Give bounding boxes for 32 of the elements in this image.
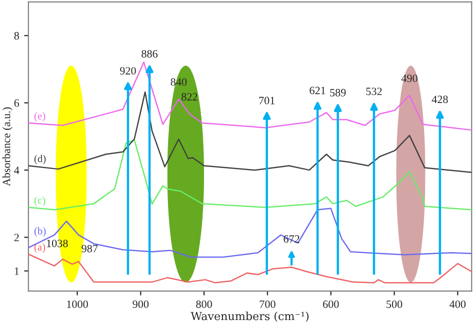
ref-line-label: 920 xyxy=(120,67,136,75)
x-tick-label: 800 xyxy=(196,300,212,308)
ref-line-label: 886 xyxy=(142,50,158,58)
annotation: 822 xyxy=(182,93,198,101)
annotation: 490 xyxy=(401,74,418,82)
series-label: (a) xyxy=(34,243,46,253)
x-axis-title: Wavenumbers (cm⁻¹) xyxy=(190,312,309,322)
y-axis-title: Absorbance (a.u.) xyxy=(2,107,12,186)
x-tick-label: 900 xyxy=(132,300,149,308)
y-tick-label: 6 xyxy=(14,99,20,107)
x-tick-label: 400 xyxy=(450,300,466,308)
line-series xyxy=(28,139,472,210)
ref-line-label: 532 xyxy=(366,88,382,96)
ref-line-label: 428 xyxy=(432,96,448,104)
ref-line-label: 589 xyxy=(330,88,346,96)
ref-line-label: 621 xyxy=(310,86,326,94)
x-tick-label: 700 xyxy=(260,300,276,308)
x-tick-label: 600 xyxy=(323,300,339,308)
x-tick-label: 500 xyxy=(386,300,402,308)
y-tick-label: 2 xyxy=(14,234,19,242)
series-label: (d) xyxy=(34,154,46,164)
series-label: (b) xyxy=(34,227,46,237)
line-series xyxy=(28,208,472,258)
y-tick-label: 1 xyxy=(14,267,19,275)
line-series xyxy=(28,254,472,284)
y-tick-label: 8 xyxy=(14,32,19,40)
series-label: (c) xyxy=(34,196,46,206)
x-tick-label: 1000 xyxy=(67,300,88,308)
series-label: (e) xyxy=(34,112,46,122)
y-tick-label: 4 xyxy=(14,166,20,174)
line-series xyxy=(28,62,472,131)
ref-line-label: 701 xyxy=(259,96,275,104)
